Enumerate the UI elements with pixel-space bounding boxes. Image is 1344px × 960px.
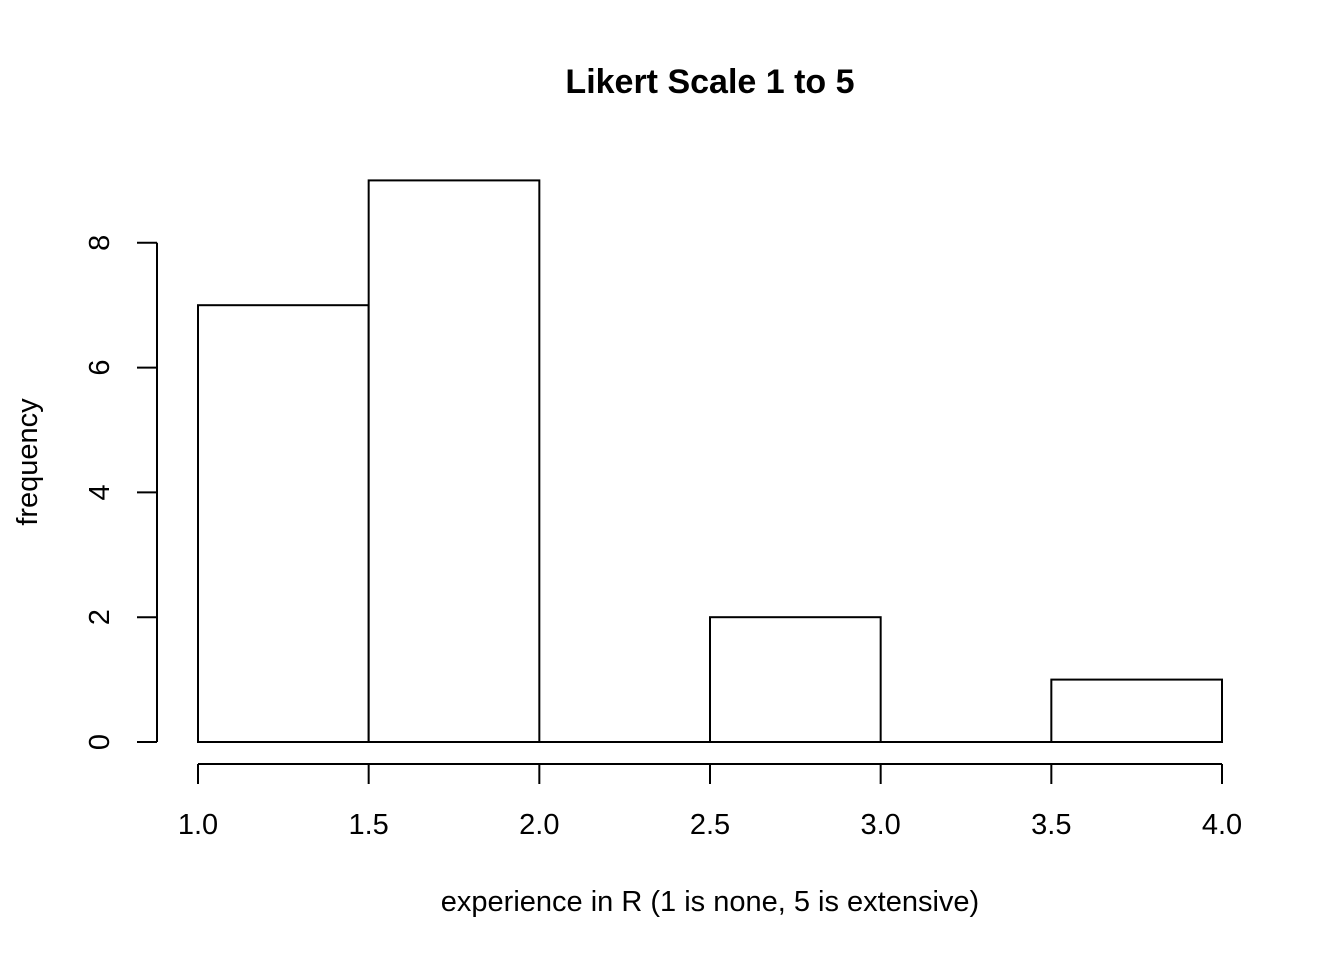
x-axis: 1.0 1.5 2.0 2.5 3.0 3.5 4.0 [178, 763, 1242, 841]
y-tick-label: 4 [84, 484, 116, 500]
histogram-bar [709, 616, 882, 744]
y-axis-label: frequency [12, 398, 44, 526]
x-axis-label: experience in R (1 is none, 5 is extensi… [441, 886, 979, 918]
histogram-bar [367, 179, 541, 743]
bars-group [197, 179, 1224, 744]
x-tick-label: 3.0 [861, 809, 901, 841]
x-tick-label: 1.0 [178, 809, 218, 841]
x-tick-label: 2.5 [690, 809, 730, 841]
x-tick-label: 4.0 [1202, 809, 1242, 841]
histogram-bar [197, 304, 370, 743]
histogram-bar [1050, 678, 1224, 743]
y-tick-label: 2 [84, 609, 116, 625]
y-tick-label: 8 [84, 235, 116, 251]
y-tick-label: 6 [84, 360, 116, 376]
chart-title: Likert Scale 1 to 5 [565, 63, 854, 101]
x-tick-label: 1.5 [349, 809, 389, 841]
x-tick-label: 3.5 [1031, 809, 1071, 841]
y-axis: 0 2 4 6 8 [84, 235, 158, 750]
y-tick-label: 0 [84, 734, 116, 750]
x-tick-label: 2.0 [519, 809, 559, 841]
